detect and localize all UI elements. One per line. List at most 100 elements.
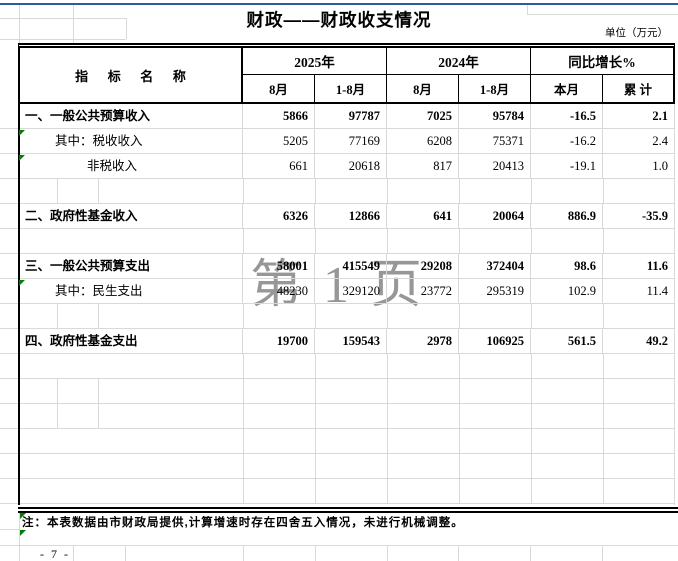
table-row: 一、一般公共预算收入 5866 97787 7025 95784 -16.5 2… [20, 104, 674, 129]
header-2025-aug: 8月 [243, 75, 315, 102]
cell-value: 159543 [315, 329, 387, 354]
cell-value: 106925 [459, 329, 531, 354]
cell-value: 11.6 [603, 254, 674, 279]
cell-value: -16.2 [531, 129, 603, 154]
cell-value: 886.9 [531, 204, 603, 229]
cell-value: 5866 [243, 104, 315, 129]
table-row: 其中：税收收入 5205 77169 6208 75371 -16.2 2.4 [20, 129, 674, 154]
cell-value: 97787 [315, 104, 387, 129]
row-label: 非税收入 [20, 154, 243, 179]
page-number: - 7 - [40, 547, 70, 561]
cell-value: 817 [387, 154, 459, 179]
unit-label: 单位（万元） [605, 27, 668, 39]
gridline [458, 546, 459, 561]
error-indicator-triangle [19, 130, 25, 136]
cell-value: 75371 [459, 129, 531, 154]
error-indicator-triangle [19, 155, 25, 161]
gridline [0, 545, 678, 546]
cell-value: 29208 [387, 254, 459, 279]
header-indicator: 指 标 名 称 [20, 48, 243, 102]
empty-row [20, 354, 674, 379]
cell-value: 5205 [243, 129, 315, 154]
empty-row [20, 304, 674, 329]
row-label: 其中：税收收入 [20, 129, 243, 154]
gridline [73, 546, 74, 561]
error-indicator-triangle [20, 530, 26, 536]
gridline [527, 5, 528, 14]
table-row: 三、一般公共预算支出 58001 415549 29208 372404 98.… [20, 254, 674, 279]
cell-value: 12866 [315, 204, 387, 229]
gridline [243, 546, 244, 561]
footnote: 注：本表数据由市财政局提供,计算增速时存在四舍五入情况，未进行机械调整。 [22, 517, 464, 529]
gridline [315, 546, 316, 561]
cell-value: 641 [387, 204, 459, 229]
header-year-2025: 2025年 [243, 48, 387, 75]
cell-value: 49.2 [603, 329, 674, 354]
cell-value: 23772 [387, 279, 459, 304]
row-label: 四、政府性基金支出 [20, 329, 243, 354]
row-label: 一、一般公共预算收入 [20, 104, 243, 129]
empty-row [20, 479, 674, 504]
header-cumulative: 累 计 [623, 83, 653, 97]
cell-value: 2.4 [603, 129, 674, 154]
cell-value: 19700 [243, 329, 315, 354]
table-row: 非税收入 661 20618 817 20413 -19.1 1.0 [20, 154, 674, 179]
cell-value: -19.1 [531, 154, 603, 179]
row-gridlines-left-margin [0, 104, 18, 506]
cell-value: 6326 [243, 204, 315, 229]
cell-value: 95784 [459, 104, 531, 129]
cell-value: 2978 [387, 329, 459, 354]
header-2025-jan-aug: 1-8月 [315, 75, 387, 102]
gridline [19, 513, 20, 545]
table-row: 四、政府性基金支出 19700 159543 2978 106925 561.5… [20, 329, 674, 354]
cell-value: 6208 [387, 129, 459, 154]
cell-value: 2.1 [603, 104, 674, 129]
empty-row [20, 379, 674, 404]
error-indicator-triangle [19, 280, 25, 286]
cell-value: 48230 [243, 279, 315, 304]
row-label: 其中：民生支出 [20, 279, 243, 304]
cell-value: 7025 [387, 104, 459, 129]
table-row: 其中：民生支出 48230 329120 23772 295319 102.9 … [20, 279, 674, 304]
cell-value: -35.9 [603, 204, 674, 229]
table-body: 一、一般公共预算收入 5866 97787 7025 95784 -16.5 2… [18, 104, 675, 505]
gridline [126, 18, 127, 39]
gridline [19, 5, 20, 43]
cell-value: 58001 [243, 254, 315, 279]
cell-value: 561.5 [531, 329, 603, 354]
cell-value: 329120 [315, 279, 387, 304]
header-2024-aug: 8月 [387, 75, 459, 102]
cell-value: -16.5 [531, 104, 603, 129]
header-year-2024: 2024年 [387, 48, 531, 75]
page-break-rule [0, 3, 678, 5]
cell-value: 77169 [315, 129, 387, 154]
header-yoy-growth: 同比增长% [531, 48, 673, 75]
header-current-month: 本月 [531, 75, 603, 102]
empty-row [20, 429, 674, 454]
cell-value: 20618 [315, 154, 387, 179]
cell-value: 372404 [459, 254, 531, 279]
cell-value: 20413 [459, 154, 531, 179]
empty-row [20, 454, 674, 479]
row-label: 二、政府性基金收入 [20, 204, 243, 229]
cell-value: 11.4 [603, 279, 674, 304]
empty-row [20, 229, 674, 254]
empty-row [20, 404, 674, 429]
gridline [0, 18, 126, 19]
gridline [19, 546, 20, 561]
gridline [530, 546, 531, 561]
gridline [0, 39, 126, 40]
cell-value: 1.0 [603, 154, 674, 179]
gridline [387, 546, 388, 561]
cell-value: 415549 [315, 254, 387, 279]
table-row: 二、政府性基金收入 6326 12866 641 20064 886.9 -35… [20, 204, 674, 229]
gridline [0, 529, 19, 530]
cell-value: 20064 [459, 204, 531, 229]
gridline [73, 5, 74, 43]
gridline [602, 546, 603, 561]
header-2024-jan-aug: 1-8月 [459, 75, 531, 102]
empty-row [20, 179, 674, 204]
cell-value: 102.9 [531, 279, 603, 304]
row-label: 三、一般公共预算支出 [20, 254, 243, 279]
